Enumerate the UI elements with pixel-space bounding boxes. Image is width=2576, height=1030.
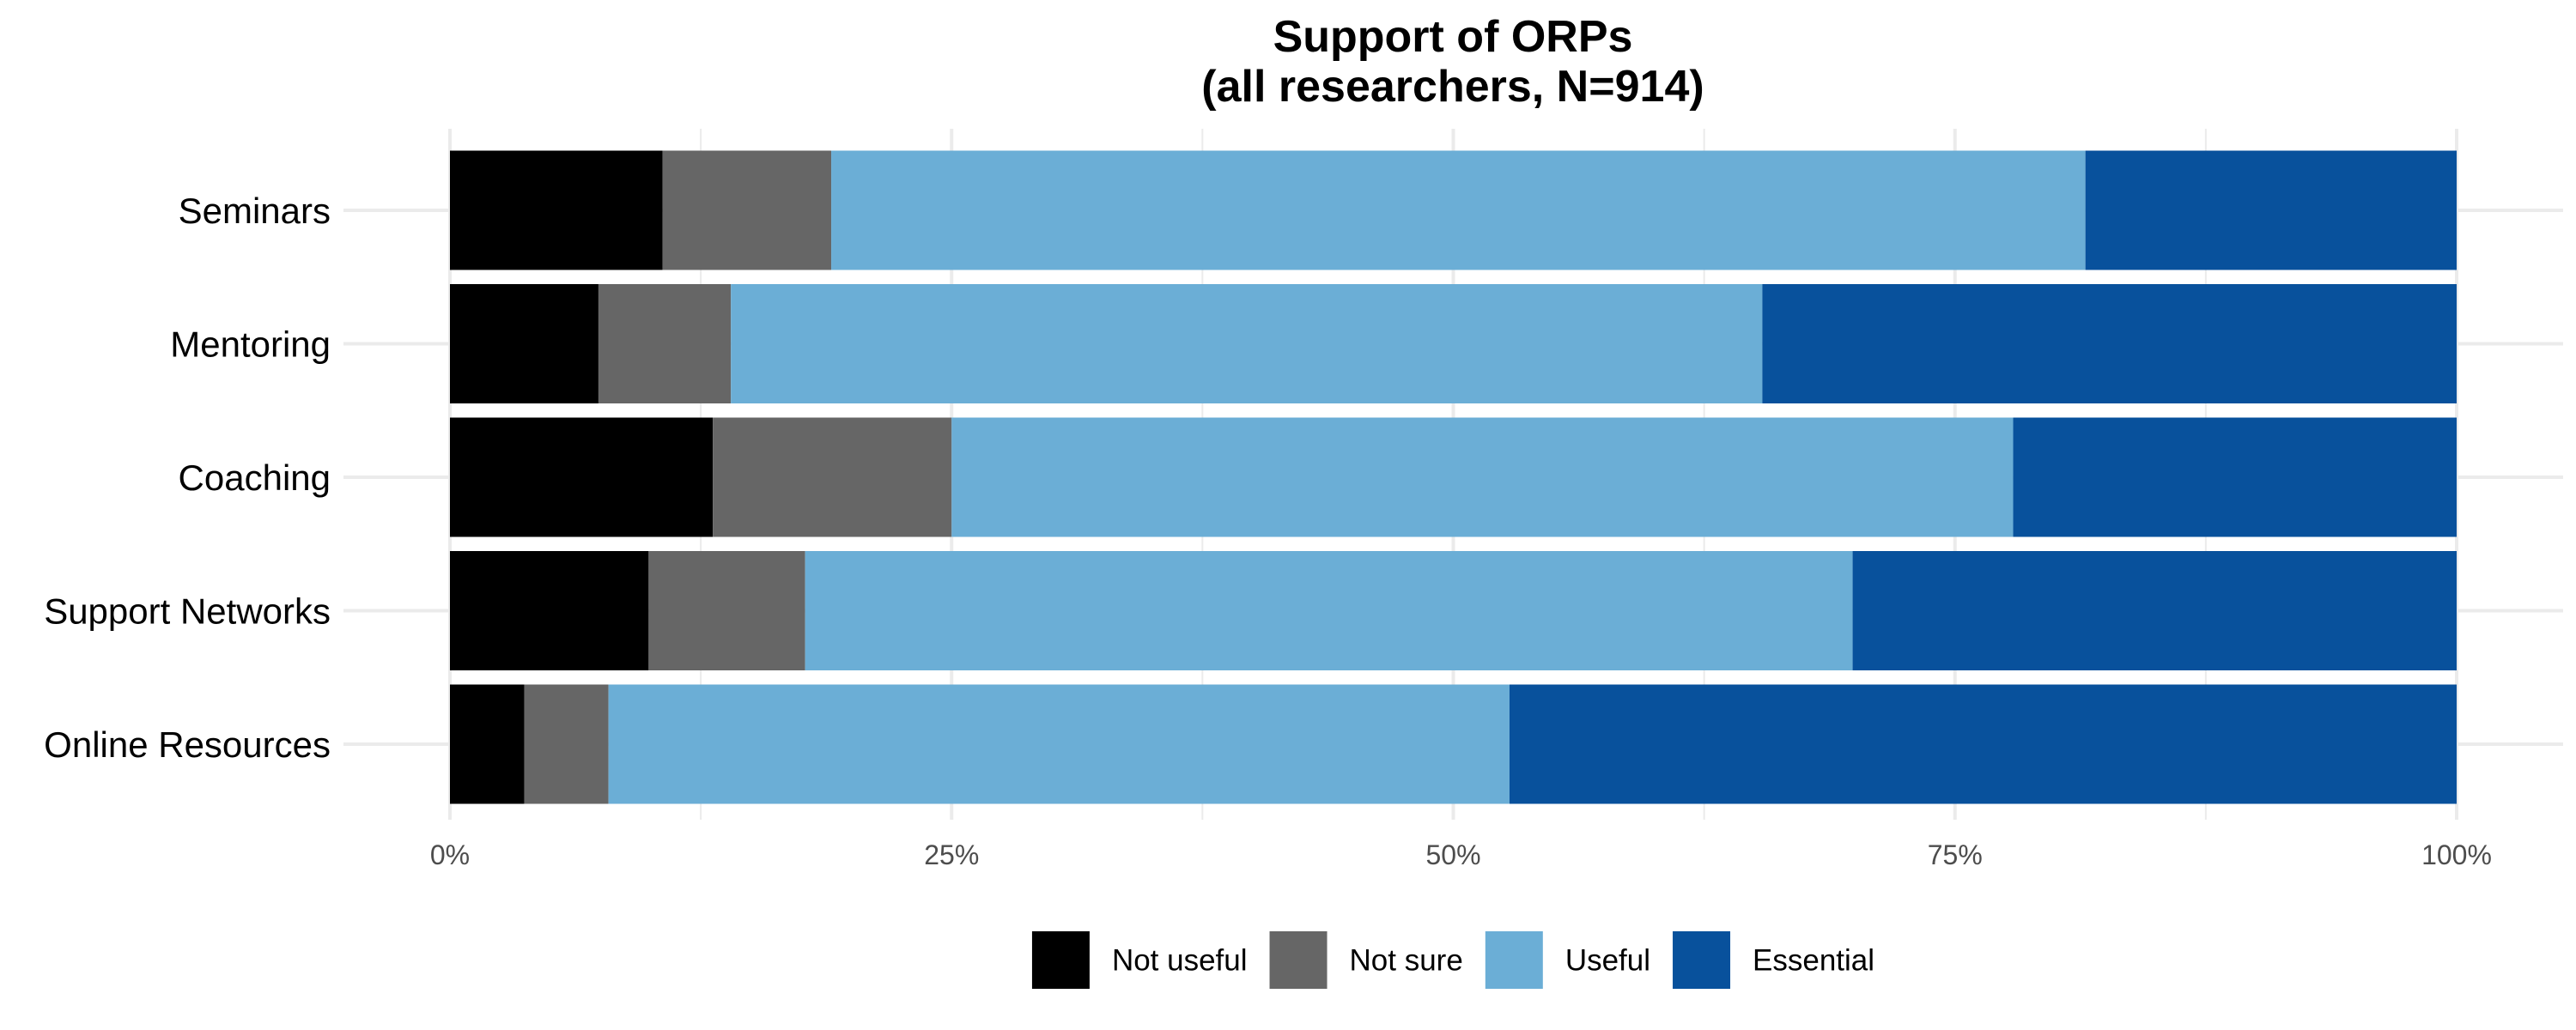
legend-label: Not useful bbox=[1112, 944, 1248, 978]
legend-label: Essential bbox=[1753, 944, 1874, 978]
x-tick-label: 100% bbox=[2421, 839, 2492, 870]
bar-segment bbox=[731, 284, 1763, 403]
bar-segment bbox=[598, 284, 732, 403]
bar-segment bbox=[805, 551, 1853, 670]
category-label: Online Resources bbox=[44, 724, 331, 765]
bars bbox=[450, 150, 2457, 804]
bar-segment bbox=[713, 417, 952, 537]
legend-label: Useful bbox=[1565, 944, 1650, 978]
category-label: Support Networks bbox=[44, 591, 331, 632]
bar-segment bbox=[2085, 150, 2457, 270]
chart-title-line1: Support of ORPs bbox=[1273, 12, 1633, 62]
legend-swatch bbox=[1673, 931, 1731, 989]
legend-swatch bbox=[1031, 931, 1090, 989]
bar-segment bbox=[1762, 284, 2457, 403]
legend-swatch bbox=[1269, 931, 1327, 989]
bar-segment bbox=[1852, 551, 2457, 670]
category-label: Mentoring bbox=[170, 324, 331, 365]
legend: Not useful Not sure Useful Essential bbox=[1031, 931, 1874, 989]
x-tick-label: 0% bbox=[430, 839, 470, 870]
bar-segment bbox=[648, 551, 805, 670]
chart-title-line2: (all researchers, N=914) bbox=[1201, 62, 1704, 112]
bar-segment bbox=[450, 284, 598, 403]
legend-swatch bbox=[1485, 931, 1543, 989]
chart-title: Support of ORPs (all researchers, N=914) bbox=[1201, 12, 1704, 112]
bar-segment bbox=[662, 150, 832, 270]
bar-segment bbox=[1509, 684, 2457, 804]
x-tick-label: 25% bbox=[924, 839, 979, 870]
bar-segment bbox=[450, 417, 714, 537]
value-axis: 0% 25% 50% 75% 100% bbox=[430, 839, 2492, 870]
x-tick-label: 50% bbox=[1425, 839, 1480, 870]
bar-segment bbox=[450, 684, 525, 804]
legend-label: Not sure bbox=[1350, 944, 1463, 978]
bar-segment bbox=[608, 684, 1510, 804]
category-label: Seminars bbox=[179, 191, 331, 231]
bar-segment bbox=[524, 684, 609, 804]
bar-segment bbox=[450, 150, 663, 270]
bar-segment bbox=[2013, 417, 2457, 537]
bar-segment bbox=[450, 551, 649, 670]
category-label: Coaching bbox=[179, 457, 331, 498]
category-axis: Seminars Mentoring Coaching Support Network… bbox=[44, 191, 331, 765]
bar-segment bbox=[951, 417, 2014, 537]
bar-segment bbox=[831, 150, 2086, 270]
x-tick-label: 75% bbox=[1928, 839, 1983, 870]
